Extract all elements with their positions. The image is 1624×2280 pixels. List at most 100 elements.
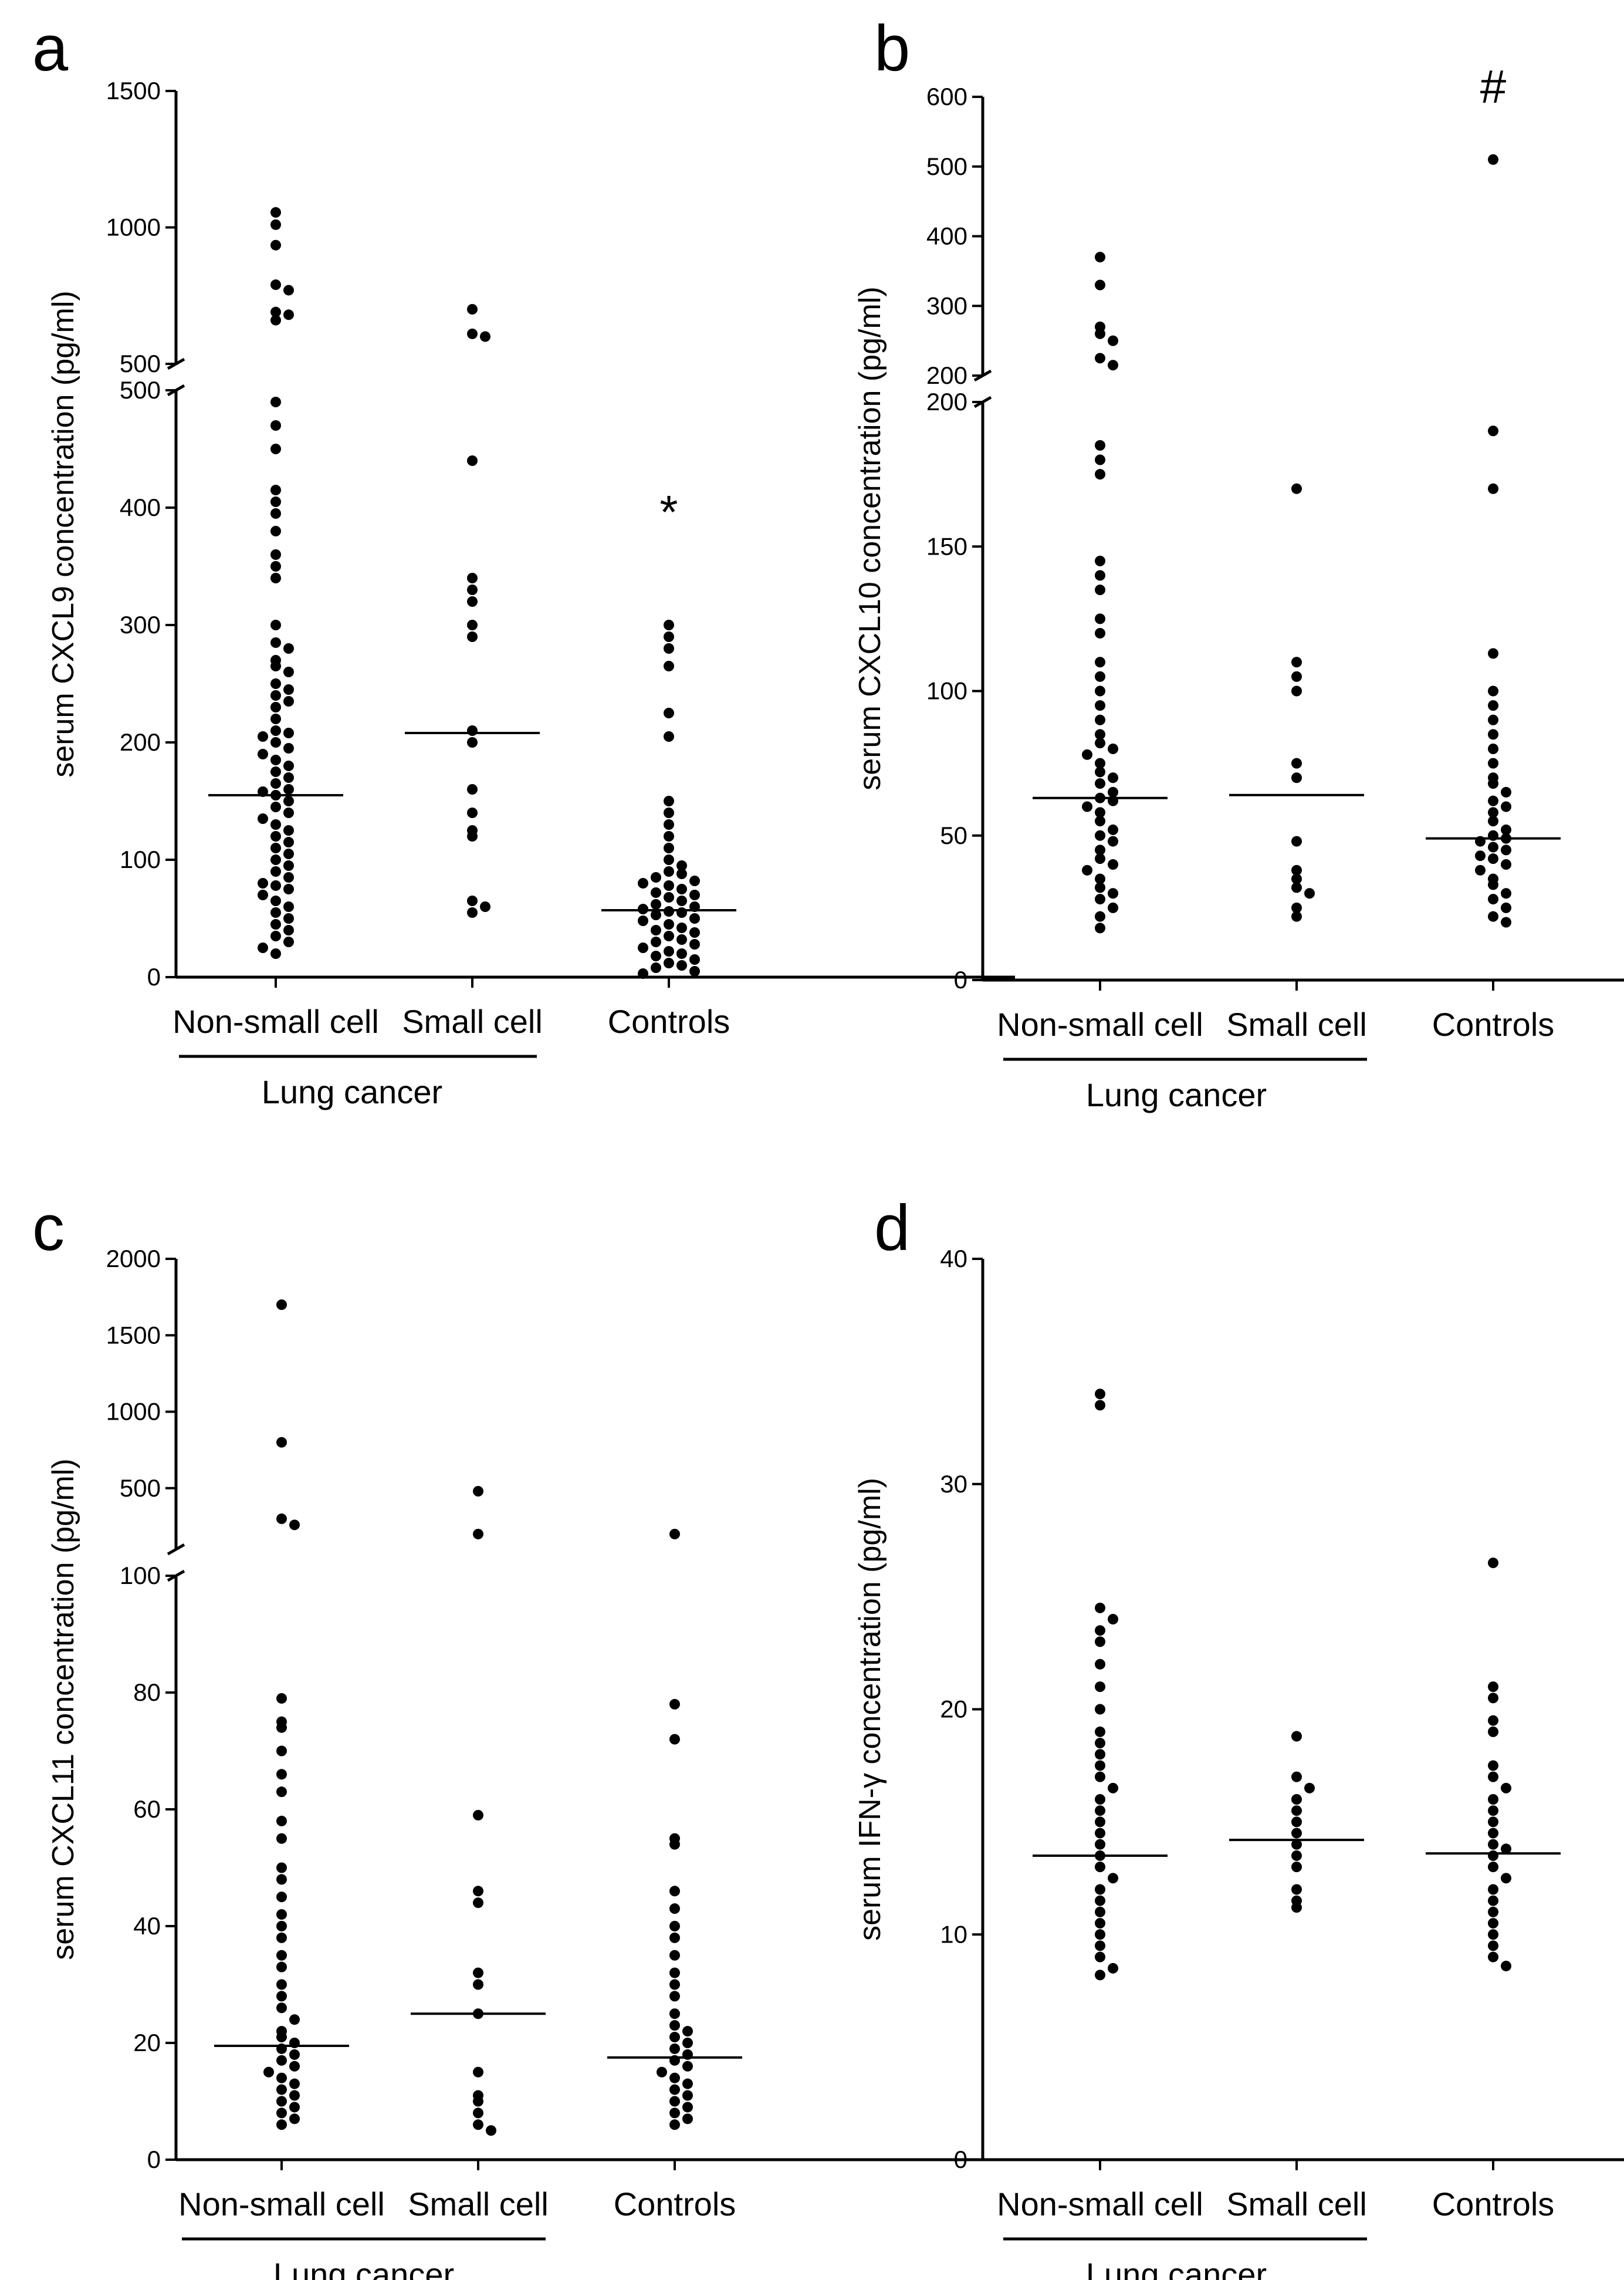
- data-point: [664, 892, 674, 903]
- y-tick-label: 200: [120, 728, 161, 756]
- y-axis-label: serum IFN-γ concentration (pg/ml): [853, 1478, 887, 1941]
- data-point: [676, 960, 687, 971]
- data-point: [289, 2061, 300, 2072]
- data-point: [1095, 1862, 1105, 1873]
- data-point: [669, 2107, 680, 2119]
- data-point: [1095, 454, 1105, 465]
- data-point: [270, 755, 281, 765]
- data-point: [1108, 1873, 1118, 1884]
- group-label: Lung cancer: [1086, 1076, 1267, 1113]
- data-point: [664, 831, 674, 842]
- data-point: [1501, 902, 1511, 913]
- data-point: [638, 878, 648, 889]
- data-point: [270, 690, 281, 701]
- data-point: [651, 910, 661, 920]
- data-point: [1082, 864, 1092, 876]
- data-point: [480, 331, 490, 342]
- data-point: [657, 2066, 667, 2078]
- data-point: [1095, 1659, 1105, 1670]
- data-point: [270, 508, 281, 519]
- data-point: [676, 948, 687, 959]
- data-point: [1488, 1951, 1498, 1963]
- data-point: [276, 1513, 287, 1524]
- data-point: [480, 901, 490, 912]
- data-point: [638, 943, 648, 953]
- data-point: [1095, 1704, 1105, 1715]
- data-point: [1488, 1681, 1498, 1693]
- y-tick-label: 1500: [106, 1321, 161, 1349]
- data-point: [1488, 425, 1498, 437]
- data-point: [1488, 778, 1498, 789]
- data-point: [1095, 894, 1105, 905]
- data-point: [289, 2049, 300, 2060]
- data-point: [258, 749, 268, 759]
- data-point: [1501, 917, 1511, 928]
- data-point: [283, 285, 294, 296]
- data-point: [1095, 585, 1105, 596]
- data-point: [1095, 1389, 1105, 1400]
- data-point: [682, 2078, 693, 2089]
- data-point: [669, 2119, 680, 2130]
- data-point: [1095, 911, 1105, 922]
- data-point: [1291, 882, 1302, 893]
- data-point: [270, 931, 281, 941]
- data-point: [1488, 483, 1498, 494]
- data-point: [473, 2096, 483, 2107]
- data-point: [1488, 807, 1498, 818]
- data-point: [1488, 729, 1498, 740]
- data-point: [1095, 685, 1105, 697]
- y-tick-label: 100: [120, 846, 161, 873]
- data-point: [1488, 1862, 1498, 1873]
- y-tick-label: 60: [133, 1795, 161, 1823]
- data-point: [1095, 469, 1105, 480]
- data-point: [1108, 902, 1118, 913]
- data-point: [270, 573, 281, 583]
- data-point: [258, 890, 268, 900]
- data-point: [486, 2125, 496, 2136]
- data-point: [283, 684, 294, 695]
- data-point: [682, 2090, 693, 2101]
- data-point: [1291, 1794, 1302, 1805]
- data-point: [1291, 864, 1302, 876]
- data-point: [669, 1698, 680, 1710]
- y-tick-label: 1500: [106, 77, 161, 104]
- data-point: [664, 843, 674, 853]
- data-point: [1488, 1906, 1498, 1917]
- y-tick-label: 40: [940, 1245, 967, 1272]
- data-point: [1488, 714, 1498, 725]
- y-tick-label: 0: [147, 963, 161, 991]
- y-tick-label: 30: [940, 1470, 967, 1498]
- data-point: [664, 931, 674, 941]
- data-point: [283, 837, 294, 847]
- data-point: [1095, 1726, 1105, 1737]
- data-point: [682, 2038, 693, 2048]
- data-point: [1095, 758, 1105, 769]
- data-point: [283, 808, 294, 818]
- data-point: [669, 1839, 680, 1850]
- data-point: [270, 620, 281, 630]
- y-tick-label: 100: [120, 1562, 161, 1589]
- data-point: [289, 1519, 300, 1531]
- panel-letter-d: d: [874, 1192, 910, 1264]
- data-point: [276, 1786, 287, 1798]
- data-point: [1095, 1771, 1105, 1782]
- y-tick-label: 50: [940, 822, 967, 849]
- data-point: [1095, 1749, 1105, 1760]
- group-label: Lung cancer: [273, 2256, 454, 2280]
- data-point: [1501, 1782, 1511, 1793]
- data-point: [467, 784, 478, 795]
- data-point: [1108, 744, 1118, 754]
- data-point: [283, 643, 294, 654]
- data-point: [669, 1967, 680, 1978]
- data-point: [1095, 1906, 1105, 1917]
- data-point: [289, 2102, 300, 2113]
- data-point: [270, 819, 281, 830]
- y-tick-label: 1000: [106, 214, 161, 241]
- data-point: [1488, 879, 1498, 890]
- data-point: [276, 1693, 287, 1704]
- data-point: [682, 2102, 693, 2113]
- x-tick-label: Non-small cell: [997, 1006, 1203, 1043]
- data-point: [1291, 758, 1302, 769]
- data-point: [283, 743, 294, 754]
